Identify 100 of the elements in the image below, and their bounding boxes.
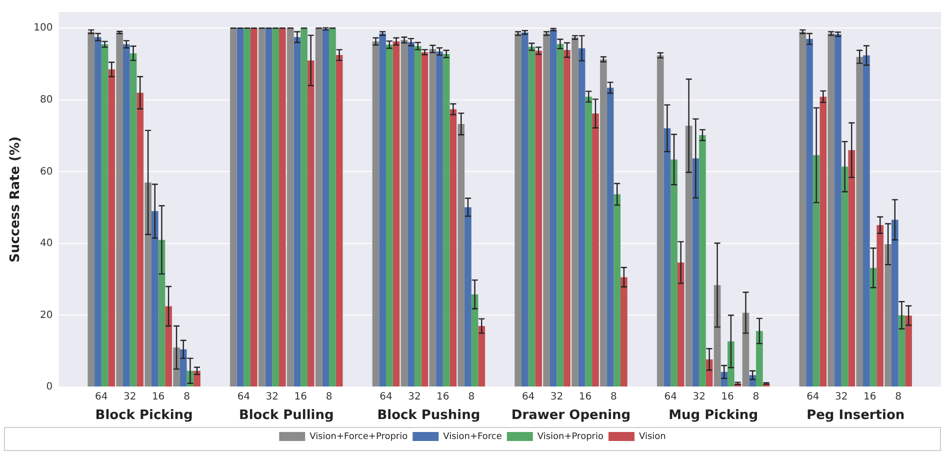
bar [535, 50, 542, 386]
bar [528, 46, 536, 386]
bar [165, 306, 172, 386]
bar [307, 60, 314, 386]
x-tick-label: 8 [895, 392, 902, 403]
bar [564, 50, 570, 386]
bar [294, 37, 301, 386]
bar [891, 220, 898, 386]
bar [585, 96, 592, 386]
bar [372, 41, 380, 386]
x-tick-label: 32 [408, 392, 421, 403]
x-tick-label: 32 [692, 392, 706, 403]
bar [236, 28, 244, 386]
bar [699, 135, 706, 386]
x-tick-label: 8 [468, 392, 475, 403]
bar [876, 225, 884, 386]
x-tick-label: 32 [266, 392, 279, 403]
y-tick-label: 100 [34, 22, 53, 34]
bar [244, 28, 251, 386]
bar [265, 28, 272, 386]
bar [606, 88, 614, 386]
x-tick-label: 16 [721, 392, 734, 403]
bar [272, 28, 279, 386]
bar [442, 54, 450, 386]
bar [429, 48, 436, 386]
x-tick-label: 16 [294, 392, 307, 403]
bar [471, 294, 478, 386]
y-axis-title: Success Rate (%) [8, 136, 24, 263]
bar [614, 194, 621, 386]
bar [578, 48, 586, 386]
y-tick-label: 0 [46, 382, 53, 393]
x-tick-label: 16 [578, 392, 592, 403]
bar [336, 55, 343, 386]
bar [600, 59, 607, 386]
bar [692, 158, 700, 386]
bar [329, 28, 336, 386]
x-tick-label: 8 [326, 392, 332, 403]
bar [108, 69, 116, 386]
bar [592, 114, 599, 386]
bar [88, 32, 95, 386]
bar [94, 37, 102, 386]
bar [848, 150, 856, 386]
text: Drawer Opening [511, 408, 631, 423]
bar [543, 34, 550, 386]
x-tick-label: 16 [152, 392, 165, 403]
bar [521, 32, 528, 386]
bar [677, 262, 684, 386]
bar [572, 37, 578, 386]
x-tick-label: 16 [863, 392, 876, 403]
bar [756, 331, 763, 386]
x-tick-label: 64 [380, 392, 392, 403]
legend-label: Vision+Proprio [537, 432, 604, 442]
bar [834, 34, 842, 386]
bar [123, 44, 130, 386]
bar [820, 96, 827, 386]
bar [841, 166, 848, 386]
bar [136, 92, 144, 386]
legend-label: Vision+Force [443, 432, 502, 442]
bar [173, 348, 180, 386]
bar [144, 182, 152, 386]
bar [278, 28, 286, 386]
bar [300, 28, 308, 386]
bar [685, 126, 692, 386]
text: Mug Picking [668, 408, 758, 423]
bar [799, 32, 806, 386]
bar [286, 28, 294, 386]
x-tick-label: 32 [123, 392, 136, 403]
y-tick-label: 60 [40, 166, 53, 178]
legend-label: Vision+Force+Proprio [310, 432, 408, 442]
bar [151, 211, 158, 386]
y-tick-label: 40 [40, 238, 53, 250]
bar [806, 38, 813, 386]
bar [670, 159, 678, 386]
bar [386, 44, 393, 386]
bar [478, 326, 486, 386]
x-tick-label: 8 [184, 392, 190, 403]
bar [856, 56, 864, 386]
bar [898, 315, 906, 386]
y-tick-label: 80 [40, 94, 53, 106]
bar [450, 109, 457, 386]
bar [656, 55, 664, 386]
bar [550, 30, 557, 386]
bar [130, 53, 137, 386]
bar [180, 349, 187, 386]
x-tick-label: 64 [522, 392, 535, 403]
bar [620, 277, 628, 386]
x-tick-label: 64 [95, 392, 108, 403]
bar [250, 28, 258, 386]
x-tick-label: 64 [664, 392, 677, 403]
bar [436, 51, 443, 386]
bar [408, 42, 414, 386]
bar [905, 316, 912, 386]
x-tick-label: 64 [806, 392, 820, 403]
bar [458, 124, 465, 386]
bar [828, 34, 835, 386]
bar [230, 28, 237, 386]
y-tick-label: 20 [40, 310, 53, 321]
bar [421, 52, 428, 386]
bar [379, 34, 386, 386]
bar [392, 41, 400, 386]
